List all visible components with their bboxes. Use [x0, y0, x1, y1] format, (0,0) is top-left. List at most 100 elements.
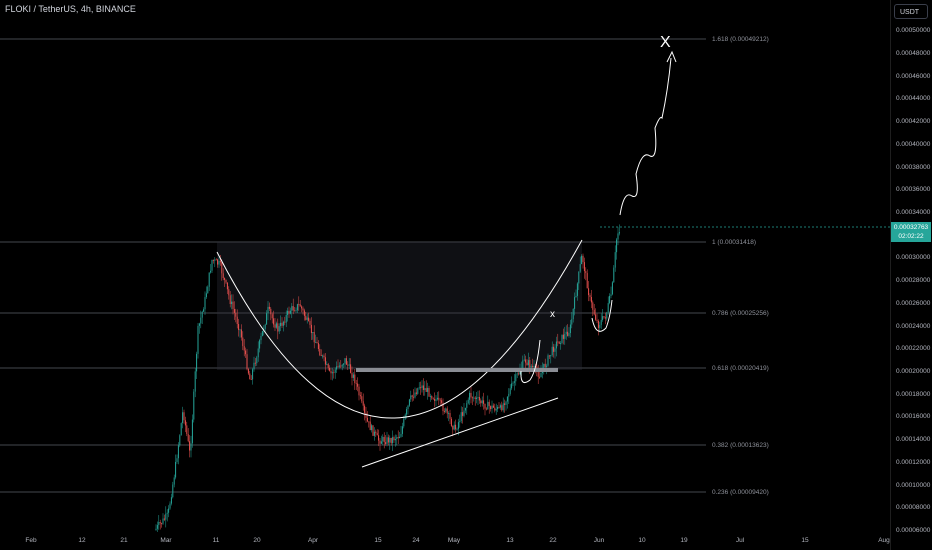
candle-body [190, 443, 192, 451]
candle-body [602, 316, 604, 320]
price-axis[interactable] [890, 0, 932, 550]
candle-body [278, 326, 280, 332]
candle-body [239, 329, 241, 331]
candle-body [397, 437, 399, 439]
candle-body [525, 359, 527, 363]
candle-body [201, 311, 203, 318]
candle-body [302, 308, 304, 311]
candle-body [518, 373, 520, 375]
time-label: Feb [25, 537, 37, 544]
candle-body [345, 358, 347, 365]
candle-body [354, 374, 356, 384]
candle-body [292, 306, 294, 311]
drawn-annotations [216, 50, 677, 468]
candle-body [327, 364, 329, 368]
candle-body [466, 403, 468, 408]
candle-body [203, 309, 205, 312]
candle-body [428, 387, 430, 397]
candle-body [228, 289, 230, 296]
candle-body [364, 405, 366, 413]
candle-body [316, 341, 318, 344]
candle-body [330, 370, 332, 374]
fib-label: 0.236 (0.00009420) [712, 489, 769, 496]
candle-body [399, 436, 401, 439]
candle-body [389, 437, 391, 443]
candle-body [589, 295, 591, 298]
candle-body [477, 396, 479, 398]
candle-body [386, 437, 388, 444]
candle-body [512, 382, 514, 384]
candle-body [357, 383, 359, 387]
candle-body [600, 319, 602, 325]
candle-body [494, 407, 496, 411]
candle-body [175, 461, 177, 478]
candle-body [610, 294, 612, 296]
candle-body [431, 396, 433, 399]
candle-body [560, 343, 562, 344]
candle-body [383, 436, 385, 443]
candle-body [567, 331, 569, 336]
time-label: 20 [253, 537, 261, 544]
candle-body [453, 424, 455, 430]
candle-body [459, 421, 461, 423]
fib-label: 0.786 (0.00025256) [712, 310, 769, 317]
currency-button[interactable]: USDT [894, 4, 928, 19]
price-tick: 0.00018000 [896, 391, 931, 398]
time-label: Aug [878, 537, 890, 544]
time-axis[interactable] [0, 532, 890, 550]
price-tick: 0.00012000 [896, 459, 931, 466]
candle-body [588, 288, 590, 296]
candle-body [604, 317, 606, 319]
price-tick: 0.00008000 [896, 504, 931, 511]
candle-body [407, 405, 409, 410]
candle-body [191, 419, 193, 444]
candle-body [159, 522, 161, 524]
candle-body [218, 261, 220, 265]
candle-body [474, 397, 476, 400]
candle-body [155, 528, 157, 530]
candle-body [211, 259, 213, 271]
candle-body [212, 259, 214, 261]
price-tick: 0.00042000 [896, 118, 931, 125]
price-tick: 0.00036000 [896, 186, 931, 193]
candle-body [449, 413, 451, 419]
current-price-value: 0.00032763 [893, 224, 929, 231]
candle-body [452, 425, 454, 430]
price-tick: 0.00044000 [896, 95, 931, 102]
candle-body [246, 354, 248, 370]
candle-body [161, 523, 163, 525]
candle-body [432, 398, 434, 400]
resistance-band [356, 368, 558, 372]
candle-body [408, 399, 410, 406]
candle-body [296, 304, 298, 311]
candle-body [607, 303, 609, 313]
candle-body [378, 435, 380, 441]
price-tick: 0.00020000 [896, 368, 931, 375]
candle-body [343, 363, 345, 365]
fib-label: 1.618 (0.00049212) [712, 36, 769, 43]
candle-body [438, 397, 440, 400]
candle-body [414, 392, 416, 398]
candle-body [373, 431, 375, 436]
candle-body [490, 406, 492, 410]
candle-body [443, 411, 445, 412]
time-label: 15 [801, 537, 809, 544]
candle-body [491, 405, 493, 410]
candle-body [529, 360, 531, 368]
candle-body [179, 435, 181, 446]
candle-body [393, 437, 395, 441]
pullback-loop-2 [591, 299, 613, 332]
candle-body [337, 366, 339, 368]
time-label: Apr [307, 537, 319, 544]
candle-body [550, 355, 552, 357]
candle-body [613, 267, 615, 283]
candle-body [247, 369, 249, 374]
price-tick: 0.00014000 [896, 436, 931, 443]
candle-body [291, 306, 293, 311]
chart-canvas[interactable]: 1.618 (0.00049212) 1 (0.00031418) 0.786 (0… [0, 0, 890, 532]
candle-body [275, 323, 277, 328]
candle-body [387, 437, 389, 443]
candle-body [504, 403, 506, 405]
candle-body [596, 319, 598, 321]
candle-body [616, 239, 618, 253]
